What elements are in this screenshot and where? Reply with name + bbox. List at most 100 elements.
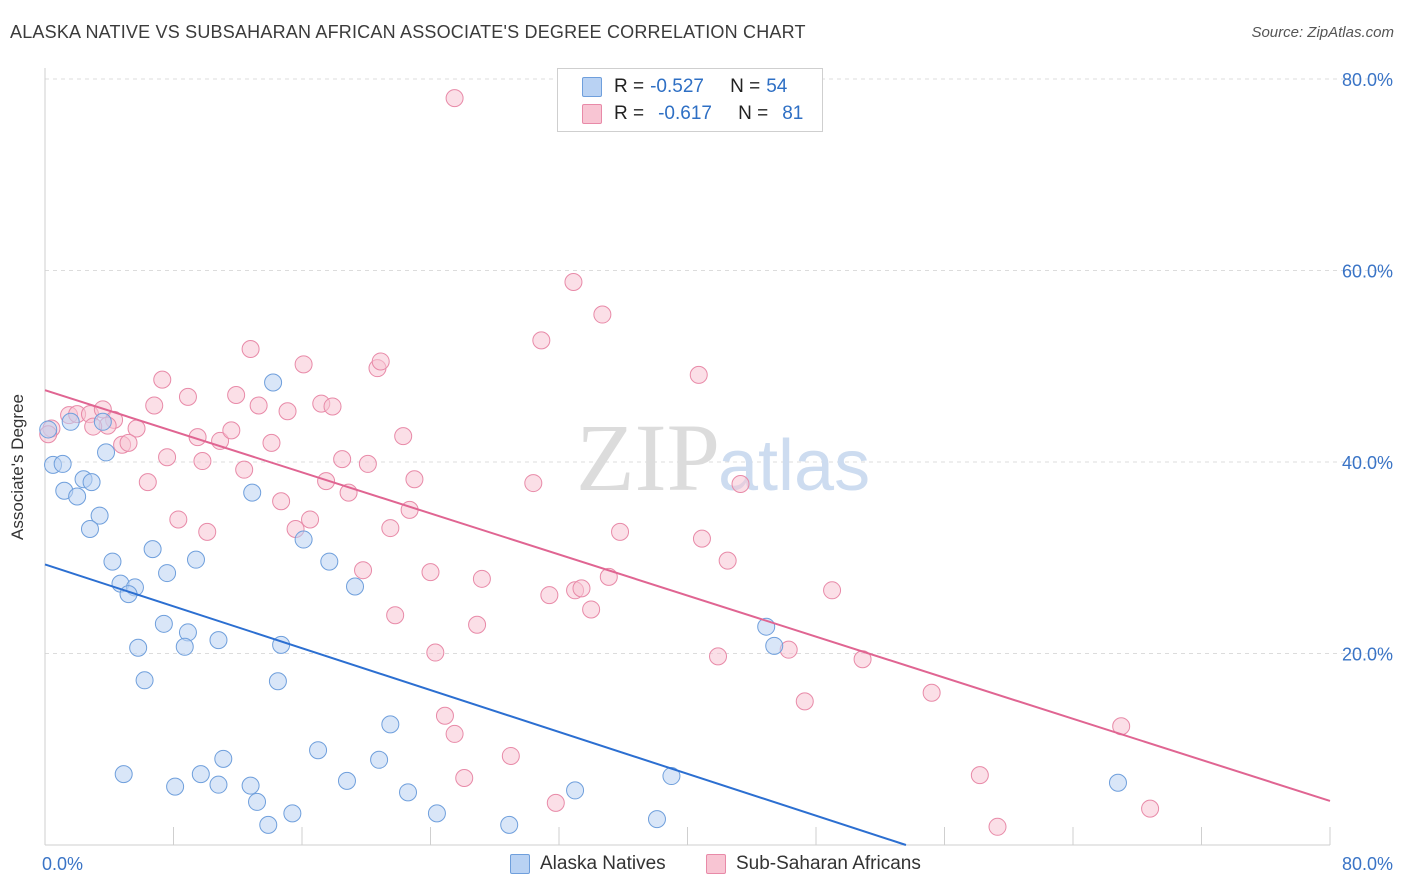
point-alaska-natives — [283, 804, 302, 823]
point-subsaharan-africans — [138, 473, 157, 492]
point-alaska-natives — [427, 804, 446, 823]
point-alaska-natives — [175, 637, 194, 656]
point-subsaharan-africans — [193, 452, 212, 471]
point-subsaharan-africans — [333, 450, 352, 469]
point-subsaharan-africans — [718, 551, 737, 570]
point-subsaharan-africans — [358, 454, 377, 473]
grid-lines — [45, 78, 1392, 654]
point-subsaharan-africans — [119, 433, 138, 452]
point-alaska-natives — [264, 373, 283, 392]
legend-n-value: 54 — [766, 76, 788, 97]
point-subsaharan-africans — [611, 522, 630, 541]
point-alaska-natives — [337, 771, 356, 790]
point-alaska-natives — [309, 741, 328, 760]
point-subsaharan-africans — [153, 370, 172, 389]
y-tick-label: 80.0% — [1342, 70, 1393, 90]
point-subsaharan-africans — [317, 472, 336, 491]
point-subsaharan-africans — [572, 579, 591, 598]
point-alaska-natives — [68, 487, 87, 506]
point-subsaharan-africans — [988, 817, 1007, 836]
point-alaska-natives — [259, 815, 278, 834]
tick-labels: 20.0% 40.0% 60.0% 80.0% 0.0% 80.0% — [42, 70, 1393, 874]
point-subsaharan-africans — [278, 402, 297, 421]
point-alaska-natives — [143, 540, 162, 559]
point-alaska-natives — [114, 765, 133, 784]
point-alaska-natives — [294, 530, 313, 549]
legend-r-label: R = — [614, 103, 645, 124]
y-tick-label: 20.0% — [1342, 645, 1393, 665]
point-subsaharan-africans — [455, 768, 474, 787]
point-subsaharan-africans — [294, 355, 313, 374]
point-subsaharan-africans — [593, 305, 612, 324]
point-alaska-natives — [1108, 773, 1127, 792]
point-alaska-natives — [500, 815, 519, 834]
legend-n-label: N = — [730, 76, 761, 97]
point-subsaharan-africans — [241, 340, 260, 359]
point-alaska-natives — [82, 473, 101, 492]
point-subsaharan-africans — [540, 586, 559, 605]
point-subsaharan-africans — [922, 683, 941, 702]
x-tick-label: 0.0% — [42, 854, 83, 874]
legend-n-value: 81 — [782, 103, 804, 124]
legend-swatch-pink — [582, 104, 602, 124]
point-subsaharan-africans — [394, 427, 413, 446]
point-alaska-natives — [370, 750, 389, 769]
chart-title: ALASKA NATIVE VS SUBSAHARAN AFRICAN ASSO… — [10, 22, 806, 42]
point-alaska-natives — [566, 781, 585, 800]
point-alaska-natives — [39, 420, 58, 439]
point-subsaharan-africans — [546, 793, 565, 812]
point-subsaharan-africans — [689, 365, 708, 384]
point-alaska-natives — [135, 671, 154, 690]
watermark: ZIP atlas — [576, 404, 870, 511]
data-points — [39, 89, 1160, 836]
point-subsaharan-africans — [564, 272, 583, 291]
point-alaska-natives — [154, 614, 173, 633]
point-subsaharan-africans — [445, 724, 464, 743]
point-alaska-natives — [158, 564, 177, 583]
point-alaska-natives — [399, 783, 418, 802]
point-alaska-natives — [93, 412, 112, 431]
y-axis-label: Associate's Degree — [8, 394, 27, 540]
point-alaska-natives — [209, 775, 228, 794]
point-alaska-natives — [248, 792, 267, 811]
point-alaska-natives — [129, 638, 148, 657]
point-subsaharan-africans — [371, 352, 390, 371]
point-alaska-natives — [186, 550, 205, 569]
point-subsaharan-africans — [421, 563, 440, 582]
point-subsaharan-africans — [158, 448, 177, 467]
bottom-legend-swatch-pink — [706, 854, 726, 874]
legend-n-label: N = — [738, 103, 769, 124]
point-subsaharan-africans — [169, 510, 188, 529]
legend-r-value: -0.617 — [658, 103, 712, 124]
stats-legend: R = -0.527 N = 54 R = -0.617 N = 81 — [557, 68, 823, 132]
legend-row-subsaharan-africans: R = -0.617 N = 81 — [582, 102, 809, 126]
point-subsaharan-africans — [692, 529, 711, 548]
point-subsaharan-africans — [145, 396, 164, 415]
point-alaska-natives — [90, 506, 109, 525]
point-subsaharan-africans — [354, 561, 373, 580]
point-alaska-natives — [765, 636, 784, 655]
point-subsaharan-africans — [524, 474, 543, 493]
point-alaska-natives — [80, 520, 99, 539]
point-alaska-natives — [191, 765, 210, 784]
point-alaska-natives — [647, 810, 666, 829]
point-alaska-natives — [320, 552, 339, 571]
point-alaska-natives — [61, 412, 80, 431]
bottom-legend-alaska-natives: Alaska Natives — [510, 852, 666, 876]
point-alaska-natives — [268, 672, 287, 691]
legend-swatch-blue — [582, 77, 602, 97]
point-subsaharan-africans — [501, 746, 520, 765]
bottom-legend-subsaharan-africans: Sub-Saharan Africans — [706, 852, 921, 876]
legend-r-value: -0.527 — [650, 76, 704, 97]
point-subsaharan-africans — [178, 387, 197, 406]
chart-source: Source: ZipAtlas.com — [1251, 24, 1394, 41]
bottom-legend-swatch-blue — [510, 854, 530, 874]
bottom-legend-label: Alaska Natives — [540, 853, 666, 874]
point-subsaharan-africans — [532, 331, 551, 350]
point-subsaharan-africans — [795, 692, 814, 711]
point-subsaharan-africans — [445, 89, 464, 108]
point-subsaharan-africans — [227, 385, 246, 404]
point-subsaharan-africans — [823, 581, 842, 600]
point-subsaharan-africans — [249, 396, 268, 415]
point-subsaharan-africans — [235, 460, 254, 479]
